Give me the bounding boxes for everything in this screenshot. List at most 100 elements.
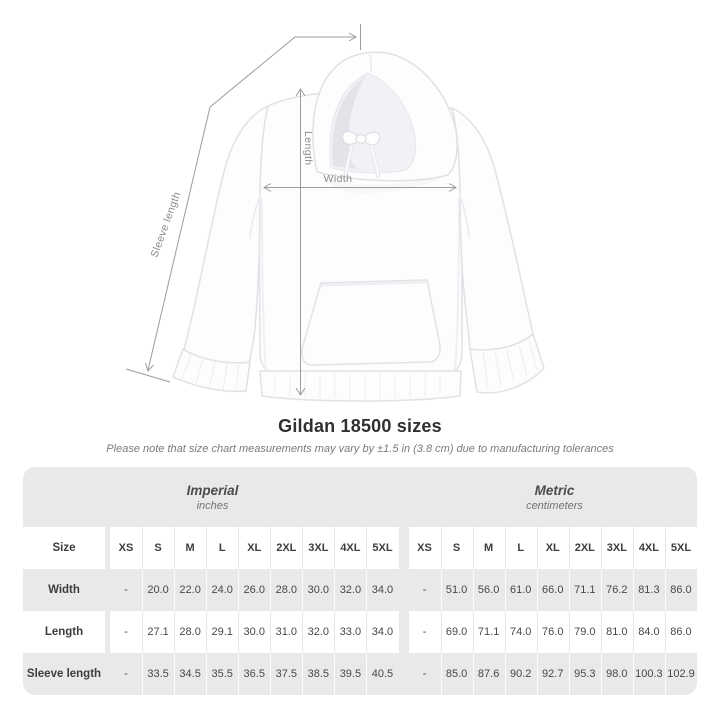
metric-cell: 2XL (568, 527, 601, 569)
imperial-cell: 28.0 (174, 611, 207, 653)
metric-cell: 100.3 (633, 653, 665, 695)
imperial-cell: 4XL (334, 527, 367, 569)
metric-cell: 85.0 (441, 653, 473, 695)
left-side-seam (261, 199, 267, 370)
metric-cell: 56.0 (473, 569, 505, 611)
imperial-cell: S (142, 527, 175, 569)
imperial-cell: 33.0 (334, 611, 367, 653)
right-cuff-ribbing (482, 339, 538, 389)
unit-group-header: Imperial inches Metric centimeters (23, 467, 697, 527)
metric-cell: XS (408, 527, 441, 569)
length-arrow-up (295, 88, 306, 97)
hood-top-seam (368, 51, 373, 72)
imperial-cell: 34.5 (174, 653, 206, 695)
imperial-cell: - (124, 584, 128, 596)
length-arrow-down (295, 387, 306, 396)
metric-cell: 86.0 (665, 569, 697, 611)
width-arrow-left (262, 183, 272, 192)
metric-cell: 61.0 (505, 569, 537, 611)
chest-shadow (323, 174, 446, 193)
row-label: Length (23, 611, 105, 653)
imperial-cell: L (206, 527, 239, 569)
table-row: Width - 20.0 22.0 24.0 26.0 28.0 30.0 32.0 34.0 - 5… (23, 569, 697, 611)
metric-cell: 92.7 (537, 653, 569, 695)
metric-cell: L (504, 527, 537, 569)
length-measure-line (295, 88, 306, 396)
metric-cell: 3XL (600, 527, 633, 569)
metric-cell: 95.3 (569, 653, 601, 695)
sleeve-arrow-bottom (145, 362, 154, 372)
imperial-sublabel: inches (196, 499, 229, 512)
metric-cell: 84.0 (632, 611, 665, 653)
imperial-cell: 34.0 (366, 611, 399, 653)
heading-block: Gildan 18500 sizes Please note that size… (0, 416, 720, 455)
pocket-top-shadow (321, 280, 427, 287)
imperial-cell: 33.5 (142, 653, 174, 695)
unit-divider (399, 527, 409, 569)
imperial-cell: 27.1 (142, 611, 175, 653)
drawstring-bow (341, 130, 381, 181)
metric-cell: 66.0 (537, 569, 569, 611)
left-cuff (172, 348, 251, 393)
metric-group-header: Metric centimeters (412, 483, 697, 512)
metric-cell: S (440, 527, 473, 569)
metric-cell: 102.9 (665, 653, 697, 695)
right-armpit-shadow (459, 195, 470, 237)
hem-ribbing (274, 373, 441, 400)
imperial-cell: 28.0 (270, 569, 302, 611)
imperial-cell: 40.5 (366, 653, 398, 695)
imperial-cell: 38.5 (302, 653, 334, 695)
metric-cell: 81.3 (633, 569, 665, 611)
unit-divider (399, 611, 409, 653)
imperial-cell: 32.0 (334, 569, 366, 611)
sleeve-length-measure-line (125, 24, 361, 383)
table-row: Sleeve length - 33.5 34.5 35.5 36.5 37.5 38.5 39… (23, 653, 697, 695)
kangaroo-pocket (301, 279, 441, 366)
table-row: Size XS S M L XL 2XL 3XL 4XL 5XL XS S M L XL 2XL 3XL 4XL 5… (23, 527, 697, 569)
imperial-cell: 2XL (270, 527, 303, 569)
size-column-header: Size (23, 527, 105, 569)
metric-cell: 69.0 (440, 611, 473, 653)
sleeve-tick-bottom (125, 368, 171, 383)
width-measure-line (262, 183, 458, 192)
sleeve-length-label: Sleeve length (149, 190, 184, 259)
imperial-cell: 39.5 (334, 653, 366, 695)
metric-cell: 76.2 (601, 569, 633, 611)
width-label: Width (324, 173, 353, 185)
row-label: Width (48, 584, 80, 596)
left-sleeve (183, 105, 269, 367)
imperial-cell: 32.0 (302, 611, 335, 653)
left-armpit-shadow (249, 195, 261, 239)
metric-cell: 4XL (632, 527, 665, 569)
imperial-cell: 26.0 (238, 569, 270, 611)
metric-cell: 5XL (664, 527, 697, 569)
metric-cell: 98.0 (601, 653, 633, 695)
size-table-rows: Size XS S M L XL 2XL 3XL 4XL 5XL XS S M L XL 2XL 3XL 4XL 5… (23, 527, 697, 695)
metric-cell: 71.1 (569, 569, 601, 611)
imperial-cell: 3XL (302, 527, 335, 569)
table-row: Length -27.1 28.0 29.1 30.0 31.0 32.0 33.0 34.0-… (23, 611, 697, 653)
unit-divider (399, 653, 409, 695)
imperial-cell: - (110, 611, 143, 653)
size-table-panel: Imperial inches Metric centimeters Size X… (23, 467, 697, 695)
metric-cell: XL (536, 527, 569, 569)
imperial-cell: M (174, 527, 207, 569)
metric-cell: 86.0 (664, 611, 697, 653)
metric-cell: - (422, 668, 427, 680)
metric-cell: 51.0 (441, 569, 473, 611)
hoodie-diagram-svg: Length Width Sleeve length (125, 24, 545, 402)
metric-cell: 76.0 (536, 611, 569, 653)
imperial-cell: XL (238, 527, 271, 569)
hood-inner-shadow (332, 76, 366, 169)
metric-sublabel: centimeters (526, 499, 583, 512)
imperial-cell: - (124, 668, 128, 680)
metric-cell: 71.1 (472, 611, 505, 653)
metric-cell: 90.2 (505, 653, 537, 695)
metric-cell: - (422, 584, 427, 596)
hoodie-illustration (172, 51, 545, 402)
imperial-cell: 30.0 (302, 569, 334, 611)
metric-cell: 87.6 (473, 653, 505, 695)
length-label: Length (302, 131, 314, 166)
metric-cell: 81.0 (600, 611, 633, 653)
imperial-label: Imperial (186, 482, 239, 498)
